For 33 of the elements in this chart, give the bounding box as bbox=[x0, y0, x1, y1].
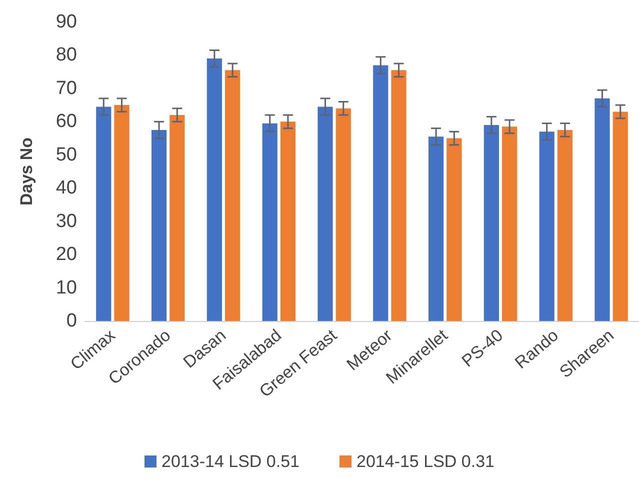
bar bbox=[114, 105, 130, 321]
y-axis-title: Days No bbox=[17, 137, 36, 206]
y-tick-label: 80 bbox=[56, 44, 77, 66]
bar bbox=[446, 138, 462, 321]
bar bbox=[594, 98, 610, 321]
bar bbox=[428, 136, 444, 321]
bar bbox=[170, 115, 185, 321]
bar bbox=[539, 132, 554, 321]
bar bbox=[557, 130, 573, 321]
legend-label: 2014-15 LSD 0.31 bbox=[356, 452, 494, 471]
y-tick-label: 30 bbox=[56, 210, 77, 232]
bar bbox=[336, 108, 351, 321]
bar bbox=[612, 112, 628, 321]
bar bbox=[225, 70, 240, 321]
bar bbox=[280, 122, 296, 321]
y-tick-label: 60 bbox=[56, 111, 77, 132]
y-tick-label: 10 bbox=[56, 277, 77, 298]
bar bbox=[373, 65, 388, 321]
y-tick-label: 0 bbox=[66, 310, 77, 332]
bar bbox=[391, 70, 406, 321]
bar bbox=[262, 123, 278, 321]
y-tick-label: 90 bbox=[56, 12, 77, 32]
y-tick-label: 40 bbox=[56, 178, 77, 199]
bar bbox=[318, 106, 333, 321]
bar bbox=[96, 106, 112, 321]
y-tick-label: 70 bbox=[56, 78, 77, 99]
bar bbox=[502, 126, 518, 321]
bar bbox=[206, 58, 222, 321]
bar bbox=[484, 124, 499, 321]
bar bbox=[151, 130, 167, 321]
y-tick-label: 50 bbox=[56, 144, 77, 166]
legend-label: 2013-14 LSD 0.51 bbox=[162, 452, 300, 471]
y-tick-label: 20 bbox=[56, 244, 77, 266]
